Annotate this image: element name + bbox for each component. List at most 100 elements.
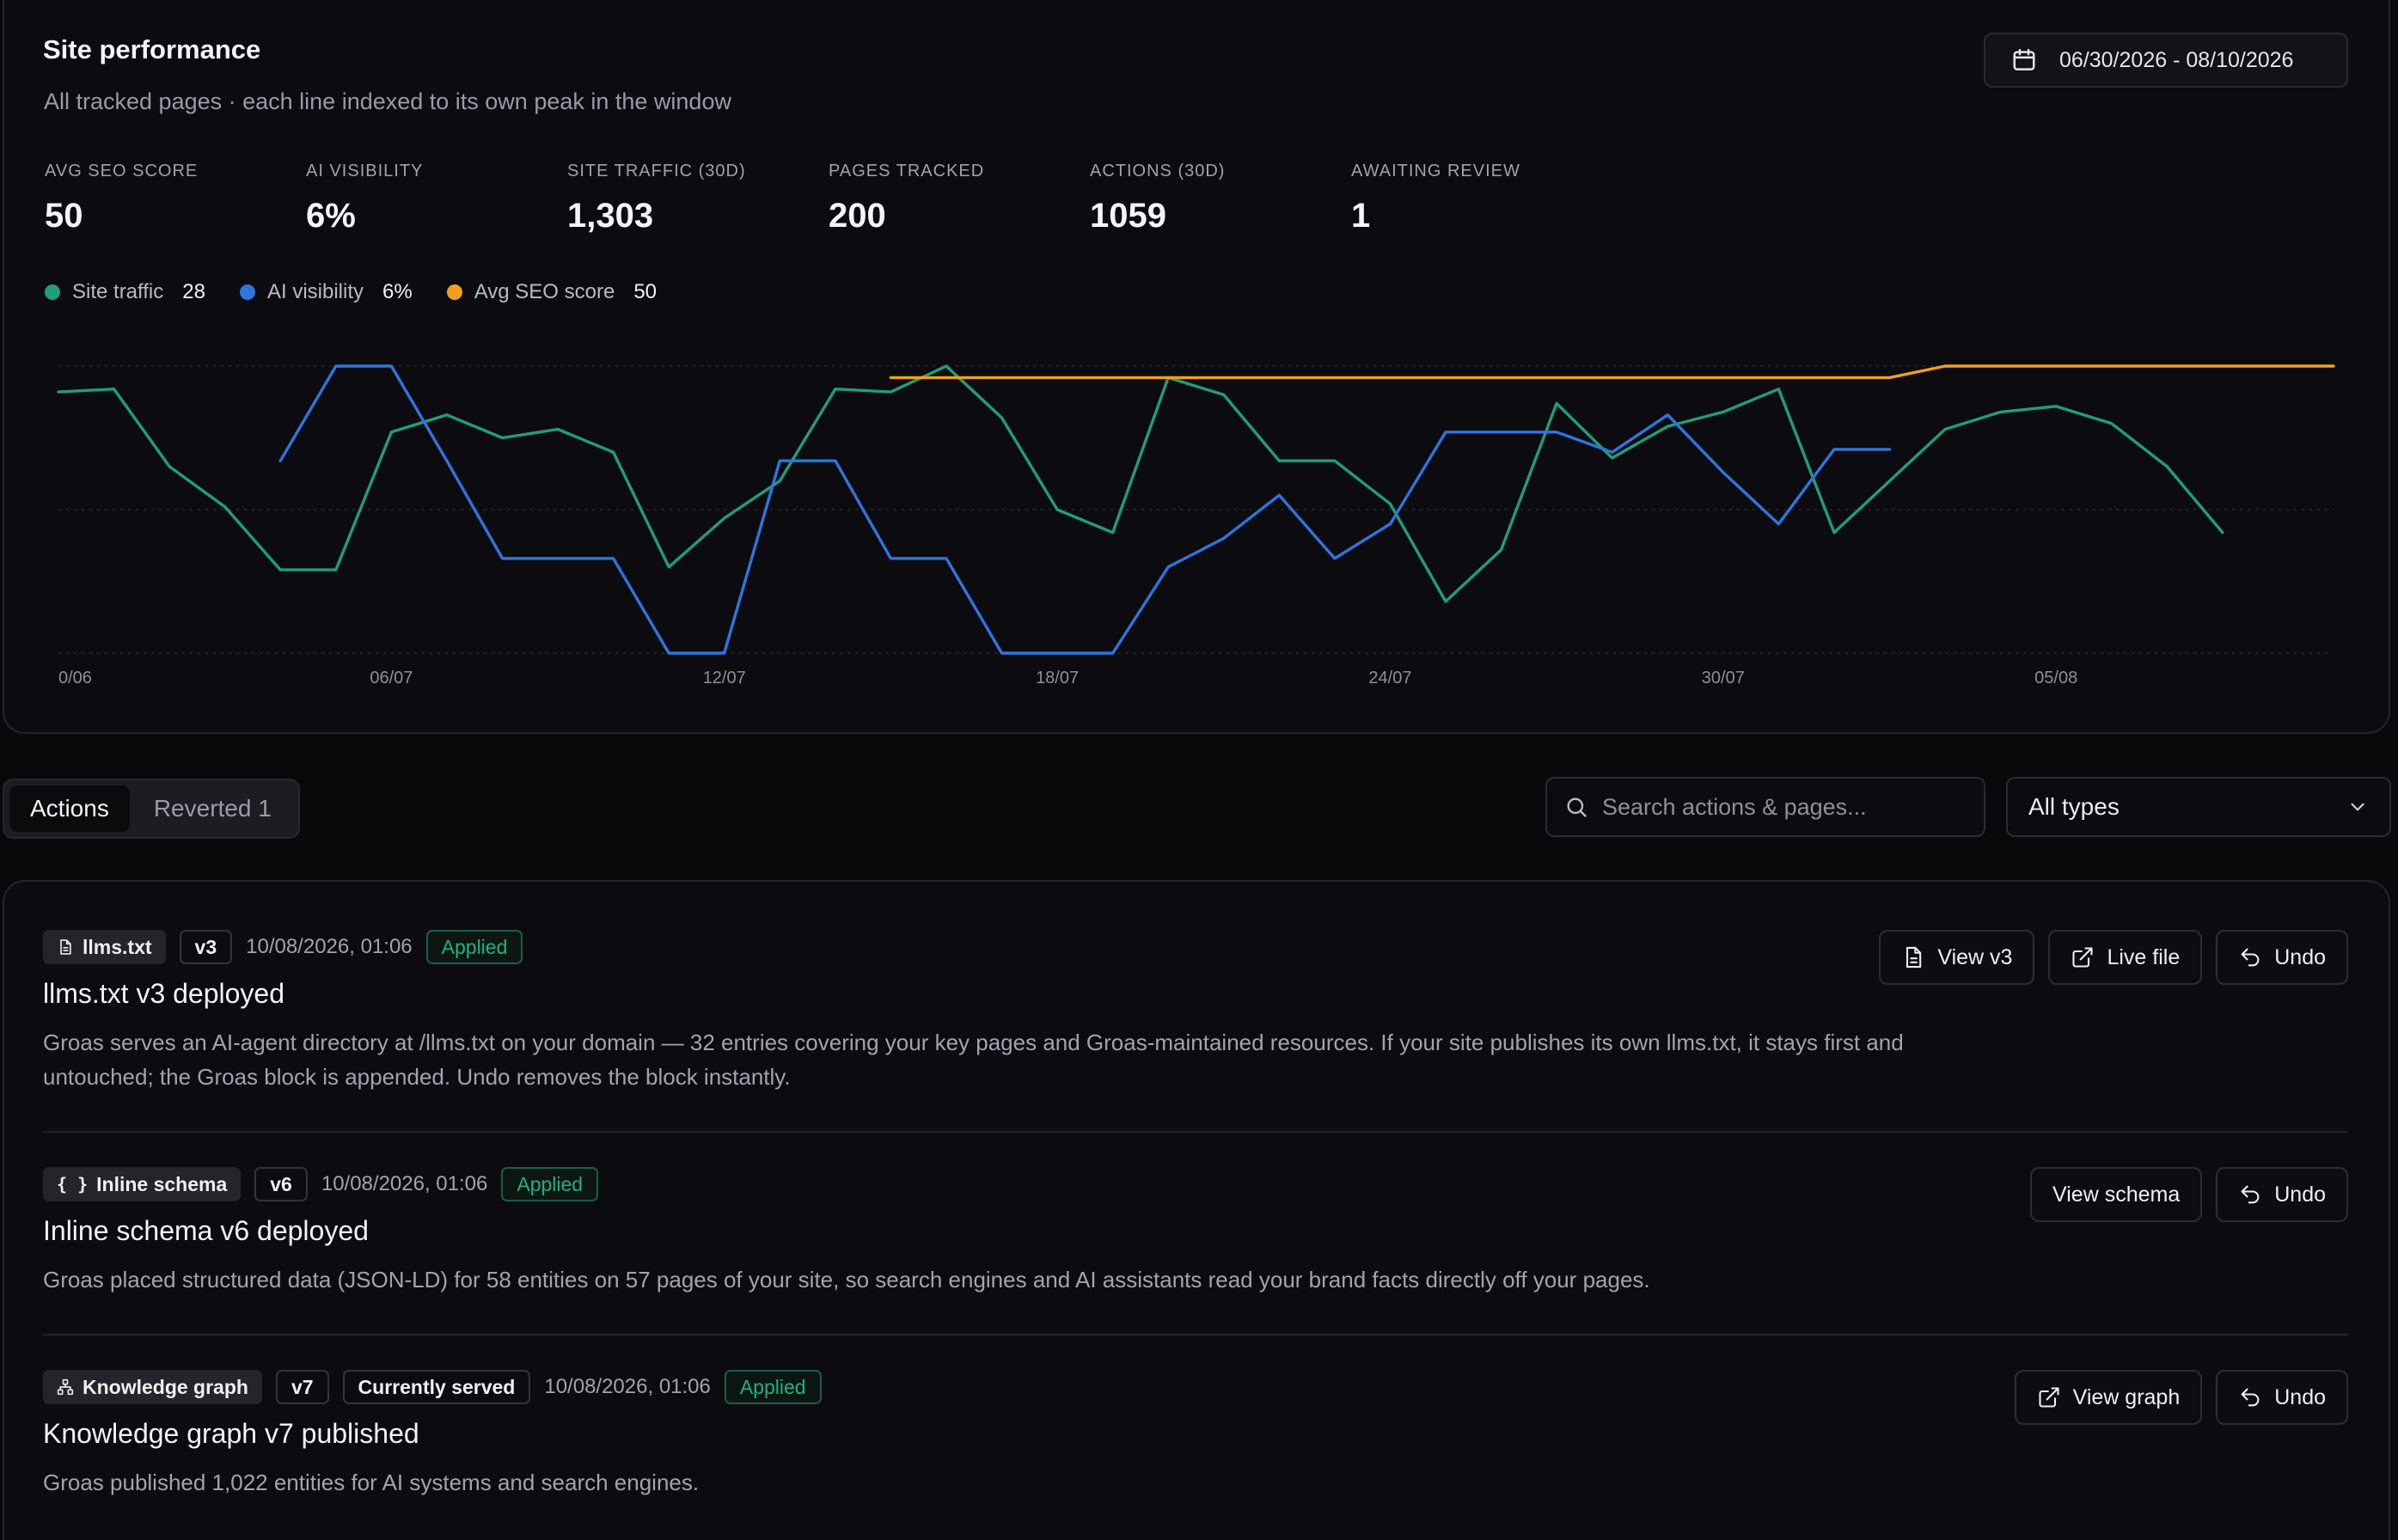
status-badge: Applied <box>501 1167 599 1201</box>
action-title: llms.txt v3 deployed <box>43 978 285 1009</box>
x-tick-label: 18/07 <box>1036 669 1079 688</box>
divider <box>43 1131 2348 1133</box>
kpi-ai-visibility: AI VISIBILITY 6% <box>306 162 423 235</box>
page-subtitle: All tracked pages · each line indexed to… <box>44 89 731 114</box>
action-description: Groas serves an AI-agent directory at /l… <box>43 1030 1904 1090</box>
view-schema-button[interactable]: View schema <box>2030 1167 2203 1222</box>
kpi-label: PAGES TRACKED <box>829 162 985 180</box>
action-title: Inline schema v6 deployed <box>43 1215 369 1246</box>
braces-icon: { } <box>57 1174 89 1195</box>
x-tick-label: 05/08 <box>2034 669 2077 688</box>
kpi-value: 6% <box>306 197 356 235</box>
date-range-label: 06/30/2026 - 08/10/2026 <box>2059 47 2294 72</box>
currently-served-badge: Currently served <box>342 1370 531 1404</box>
search-box <box>1545 777 1985 837</box>
kpi-site-traffic: SITE TRAFFIC (30D) 1,303 <box>567 162 746 235</box>
action-description: Groas published 1,022 entities for AI sy… <box>43 1470 700 1495</box>
undo-button[interactable]: Undo <box>2216 930 2348 985</box>
undo-button[interactable]: Undo <box>2216 1167 2348 1222</box>
kpi-awaiting-review: AWAITING REVIEW 1 <box>1351 162 1520 235</box>
tab-reverted[interactable]: Reverted 1 <box>153 795 272 822</box>
actions-list-card <box>3 880 2390 1540</box>
action-type-badge: Knowledge graph <box>43 1370 262 1404</box>
kpi-avg-seo-score: AVG SEO SCORE 50 <box>45 162 198 235</box>
action-description: Groas placed structured data (JSON-LD) f… <box>43 1267 1650 1292</box>
action-title: Knowledge graph v7 published <box>43 1418 419 1449</box>
performance-line-chart: 0/06 06/07 12/07 18/07 24/07 30/07 05/08 <box>57 364 2335 688</box>
x-tick-label: 24/07 <box>1368 669 1411 688</box>
legend-value: 50 <box>633 280 658 303</box>
view-graph-button[interactable]: View graph <box>2014 1370 2203 1425</box>
type-filter-value: All types <box>2028 793 2120 820</box>
action-timestamp: 10/08/2026, 01:06 <box>544 1375 711 1398</box>
x-tick-label: 0/06 <box>58 669 92 688</box>
status-badge: Applied <box>425 930 523 964</box>
series-line-site-traffic <box>57 364 2224 603</box>
kpi-value: 50 <box>45 197 83 235</box>
view-v3-button[interactable]: View v3 <box>1879 930 2035 985</box>
x-tick-label: 06/07 <box>370 669 413 688</box>
button-label: Live file <box>2107 944 2181 969</box>
legend-dot-icon <box>446 284 462 300</box>
legend-label: AI visibility <box>266 280 364 303</box>
button-label: View v3 <box>1937 944 2013 969</box>
chevron-down-icon <box>2346 796 2369 818</box>
legend-dot-icon <box>45 284 60 300</box>
live-file-button[interactable]: Live file <box>2048 930 2203 985</box>
kpi-label: AWAITING REVIEW <box>1351 162 1520 180</box>
kpi-value: 1 <box>1351 197 1371 235</box>
x-tick-label: 30/07 <box>1702 669 1745 688</box>
kpi-label: SITE TRAFFIC (30D) <box>567 162 746 180</box>
kpi-value: 200 <box>829 197 886 235</box>
button-label: View schema <box>2052 1182 2181 1207</box>
legend-value: 28 <box>182 280 205 303</box>
legend-value: 6% <box>382 280 413 303</box>
legend-dot-icon <box>239 284 255 300</box>
calendar-icon <box>2011 47 2037 73</box>
button-label: Undo <box>2274 1182 2326 1207</box>
x-tick-label: 12/07 <box>703 669 746 688</box>
page-title: Site performance <box>43 34 261 64</box>
action-type-label: Knowledge graph <box>83 1375 248 1398</box>
button-label: View graph <box>2072 1384 2181 1409</box>
button-label: Undo <box>2274 944 2326 969</box>
undo-icon <box>2238 1385 2262 1409</box>
type-filter-select[interactable]: All types <box>2006 777 2391 837</box>
undo-button[interactable]: Undo <box>2216 1370 2348 1425</box>
action-timestamp: 10/08/2026, 01:06 <box>246 935 413 958</box>
search-input[interactable] <box>1602 793 1963 821</box>
legend-label: Site traffic <box>72 280 164 303</box>
version-badge: v7 <box>275 1370 329 1404</box>
undo-icon <box>2238 945 2262 969</box>
list-item: llms.txt v3 10/08/2026, 01:06 Applied ll… <box>43 930 2348 1094</box>
series-line-ai-visibility <box>278 364 1892 655</box>
action-type-badge: llms.txt <box>43 930 166 964</box>
legend-label: Avg SEO score <box>474 280 615 303</box>
legend-item-ai-visibility[interactable]: AI visibility 6% <box>239 280 413 304</box>
file-icon <box>57 938 74 956</box>
series-line-avg-seo-score <box>889 364 2335 380</box>
chart-legend: Site traffic 28 AI visibility 6% Avg SEO… <box>45 280 657 304</box>
version-badge: v3 <box>179 930 233 964</box>
action-timestamp: 10/08/2026, 01:06 <box>321 1172 488 1195</box>
legend-item-site-traffic[interactable]: Site traffic 28 <box>45 280 205 304</box>
date-range-button[interactable]: 06/30/2026 - 08/10/2026 <box>1984 33 2348 88</box>
action-type-label: Inline schema <box>96 1172 228 1195</box>
kpi-label: ACTIONS (30D) <box>1090 162 1226 180</box>
button-label: Undo <box>2274 1384 2326 1409</box>
version-badge: v6 <box>254 1167 308 1201</box>
legend-item-avg-seo-score[interactable]: Avg SEO score 50 <box>446 280 658 304</box>
undo-icon <box>2238 1182 2262 1207</box>
tab-actions[interactable]: Actions <box>9 785 130 832</box>
list-item: { } Inline schema v6 10/08/2026, 01:06 A… <box>43 1167 2348 1297</box>
kpi-actions: ACTIONS (30D) 1059 <box>1090 162 1225 235</box>
action-type-label: llms.txt <box>83 935 152 958</box>
status-badge: Applied <box>724 1370 822 1404</box>
network-icon <box>57 1378 74 1396</box>
list-item: Knowledge graph v7 Currently served 10/0… <box>43 1370 2348 1500</box>
kpi-value: 1059 <box>1090 197 1166 235</box>
file-icon <box>1901 945 1925 969</box>
external-link-icon <box>2071 945 2095 969</box>
kpi-pages-tracked: PAGES TRACKED 200 <box>829 162 984 235</box>
action-tabs: Actions Reverted 1 <box>3 779 300 839</box>
